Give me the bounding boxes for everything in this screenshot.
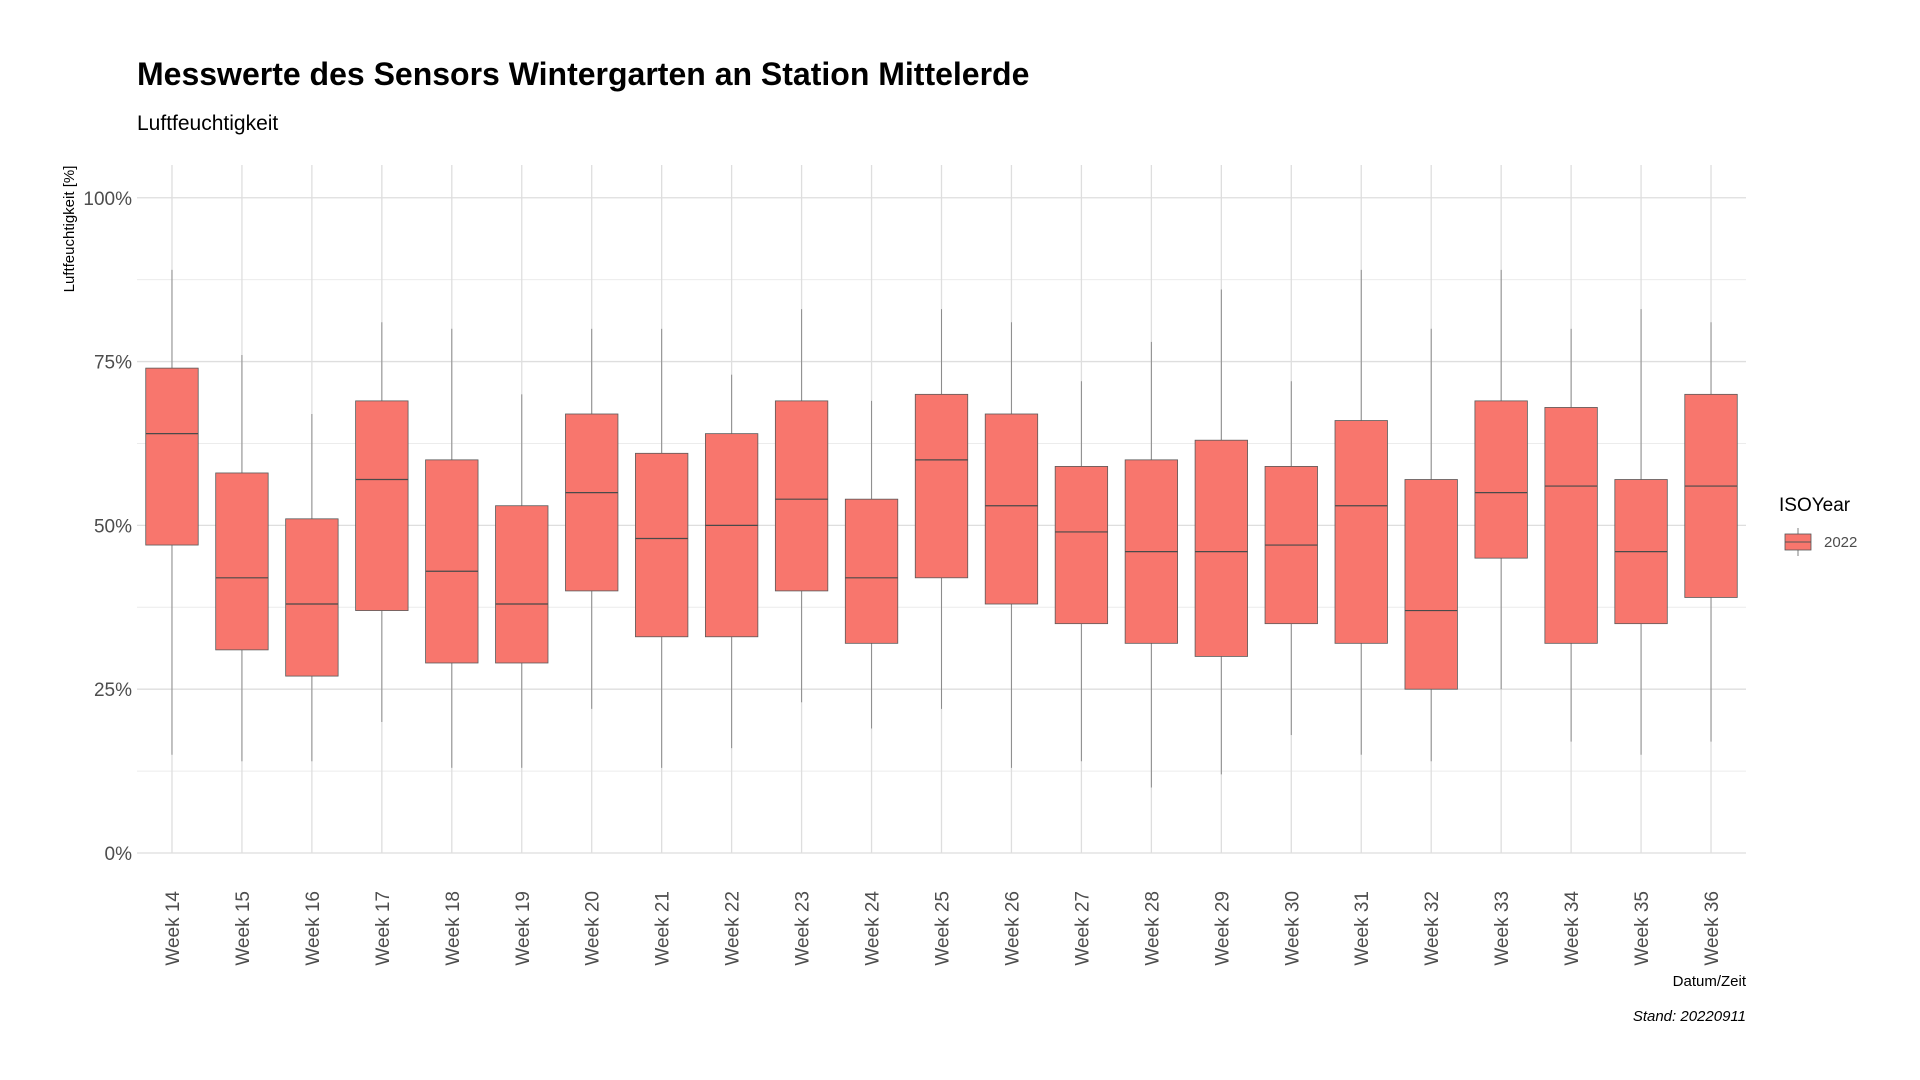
box-iqr (1544, 407, 1598, 644)
y-tick-label: 0% (105, 844, 133, 865)
box-week-29 (1194, 289, 1248, 775)
x-tick-label: Week 15 (233, 891, 254, 966)
box-week-27 (1054, 381, 1109, 762)
legend-title: ISOYear (1779, 495, 1851, 516)
x-tick-label: Week 21 (653, 891, 674, 966)
x-tick-label: Week 19 (513, 891, 534, 966)
legend-label-2022: 2022 (1824, 534, 1857, 551)
x-tick-label: Week 20 (583, 891, 604, 966)
x-axis-title: Datum/Zeit (1673, 973, 1747, 990)
box-iqr (565, 413, 619, 592)
box-iqr (914, 393, 969, 579)
x-tick-label: Week 36 (1702, 891, 1723, 966)
box-week-31 (1334, 269, 1388, 755)
box-week-28 (1124, 341, 1179, 788)
box-week-32 (1404, 328, 1458, 762)
box-iqr (495, 505, 549, 664)
box-iqr (215, 472, 269, 651)
x-tick-label: Week 26 (1002, 891, 1023, 966)
y-tick-label: 75% (94, 353, 132, 374)
x-tick-label: Week 34 (1562, 891, 1583, 966)
x-tick-label: Week 24 (863, 891, 884, 966)
x-tick-label: Week 33 (1492, 891, 1513, 966)
y-tick-label: 25% (94, 680, 132, 701)
box-iqr (425, 459, 479, 664)
box-week-16 (285, 413, 339, 762)
x-tick-label: Week 35 (1632, 891, 1653, 966)
box-week-36 (1684, 322, 1738, 742)
box-week-23 (774, 309, 829, 703)
box-week-25 (914, 309, 969, 709)
x-tick-label: Week 28 (1142, 891, 1163, 966)
box-week-21 (635, 328, 689, 768)
box-week-19 (495, 394, 549, 768)
x-tick-label: Week 31 (1352, 891, 1373, 966)
x-tick-label: Week 27 (1072, 891, 1093, 966)
x-tick-label: Week 18 (443, 891, 464, 966)
box-week-35 (1614, 309, 1668, 755)
x-tick-label: Week 17 (373, 891, 394, 966)
x-axis-ticks: Week 14 Week 15 Week 16 Week 17 Week 18 Week … (163, 891, 1723, 966)
box-iqr (844, 498, 899, 644)
box-iqr (1054, 466, 1109, 625)
x-tick-label: Week 16 (303, 891, 324, 966)
box-iqr (145, 367, 199, 546)
box-week-17 (355, 322, 409, 722)
box-iqr (704, 433, 759, 638)
box-week-18 (425, 328, 479, 768)
box-week-33 (1474, 269, 1528, 690)
box-iqr (984, 413, 1039, 605)
box-iqr (1474, 400, 1528, 559)
y-axis-ticks: 0% 25% 50% 75% 100% (83, 189, 132, 865)
y-tick-label: 50% (94, 516, 132, 537)
box-week-14 (145, 269, 199, 755)
box-week-15 (215, 355, 269, 762)
x-tick-label: Week 23 (793, 891, 814, 966)
box-week-26 (984, 322, 1039, 768)
box-week-24 (844, 400, 899, 729)
box-week-30 (1264, 381, 1318, 736)
chart-title: Messwerte des Sensors Wintergarten an St… (137, 56, 1029, 92)
x-tick-label: Week 30 (1282, 891, 1303, 966)
x-tick-label: Week 29 (1212, 891, 1233, 966)
box-iqr (1684, 393, 1738, 598)
x-tick-label: Week 25 (933, 891, 954, 966)
box-iqr (635, 452, 689, 638)
y-axis-title: Luftfeuchtigkeit [%] (61, 166, 78, 293)
box-series (145, 269, 1738, 788)
box-week-22 (704, 374, 759, 749)
x-tick-label: Week 22 (723, 891, 744, 966)
x-tick-label: Week 14 (163, 891, 184, 966)
box-iqr (774, 400, 829, 592)
box-iqr (285, 518, 339, 677)
x-tick-label: Week 32 (1422, 891, 1443, 966)
box-iqr (1404, 479, 1458, 690)
box-iqr (1334, 420, 1388, 644)
box-week-34 (1544, 328, 1598, 742)
chart-caption: Stand: 20220911 (1633, 1008, 1746, 1025)
box-week-20 (565, 328, 619, 709)
legend: ISOYear 2022 (1779, 495, 1857, 556)
y-tick-label: 100% (83, 189, 132, 210)
box-iqr (1194, 439, 1248, 657)
box-iqr (355, 400, 409, 611)
chart-subtitle: Luftfeuchtigkeit (137, 112, 278, 135)
